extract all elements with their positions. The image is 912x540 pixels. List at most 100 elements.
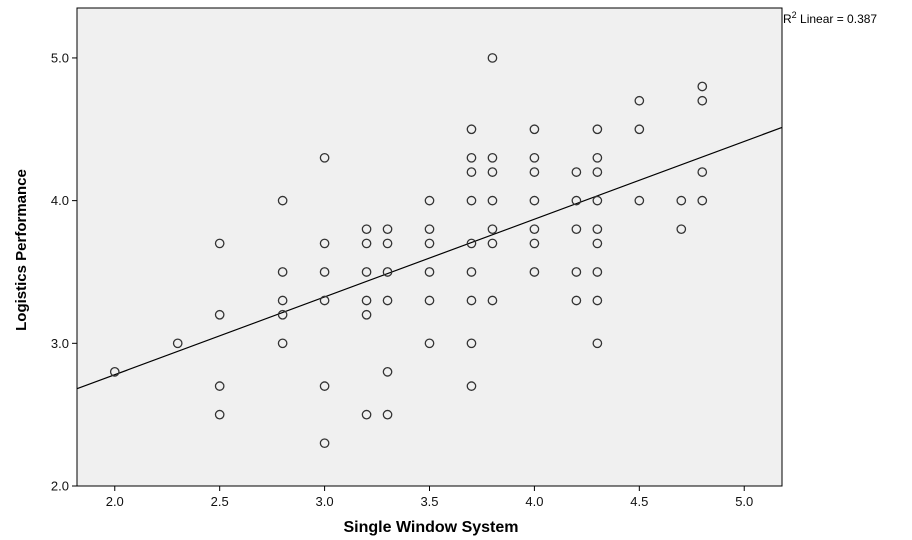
data-point xyxy=(487,152,498,163)
data-point xyxy=(361,267,372,277)
y-axis: 2.0 3.0 4.0 5.0 xyxy=(51,50,77,494)
data-point xyxy=(592,195,603,206)
data-point xyxy=(697,81,708,92)
data-point xyxy=(382,295,393,306)
data-point xyxy=(172,338,183,349)
data-point xyxy=(697,95,708,106)
data-point xyxy=(592,267,603,277)
data-point xyxy=(424,295,435,306)
data-point xyxy=(466,267,477,277)
data-point xyxy=(214,381,225,391)
x-tick-label: 2.5 xyxy=(211,494,229,509)
data-point xyxy=(214,309,225,320)
data-point xyxy=(361,409,372,420)
data-point xyxy=(319,267,330,277)
data-point xyxy=(487,295,498,306)
data-point xyxy=(592,167,603,177)
y-tick-label: 3.0 xyxy=(51,336,69,351)
x-axis: 2.0 2.5 3.0 3.5 4.0 4.5 5.0 xyxy=(106,486,753,509)
data-point xyxy=(466,381,477,391)
y-axis-title: Logistics Performance xyxy=(13,169,30,331)
data-point xyxy=(277,295,288,306)
data-point xyxy=(382,238,393,249)
data-point xyxy=(319,381,330,391)
x-tick-label: 4.0 xyxy=(525,494,543,509)
data-point xyxy=(592,224,603,235)
x-axis-title: Single Window System xyxy=(344,519,519,536)
data-point xyxy=(424,195,435,206)
data-point xyxy=(634,95,645,106)
data-point xyxy=(109,367,120,377)
data-point xyxy=(277,195,288,206)
data-point xyxy=(529,267,540,277)
data-point xyxy=(466,167,477,177)
data-point xyxy=(424,224,435,235)
data-point xyxy=(529,124,540,135)
data-point xyxy=(319,238,330,249)
data-point xyxy=(277,338,288,349)
data-point xyxy=(361,238,372,249)
data-point xyxy=(319,152,330,163)
data-point xyxy=(634,195,645,206)
data-point xyxy=(571,167,582,177)
r2-label: R2 Linear = 0.387 xyxy=(783,10,877,26)
data-point xyxy=(361,224,372,235)
data-point xyxy=(697,167,708,177)
data-point xyxy=(487,195,498,206)
x-tick-label: 4.5 xyxy=(630,494,648,509)
y-tick-label: 4.0 xyxy=(51,193,69,208)
x-tick-label: 3.0 xyxy=(316,494,334,509)
data-point xyxy=(466,295,477,306)
x-tick-label: 2.0 xyxy=(106,494,124,509)
data-point xyxy=(592,124,603,135)
data-point xyxy=(529,167,540,177)
data-point xyxy=(277,267,288,277)
data-point xyxy=(382,367,393,377)
data-point xyxy=(487,224,498,235)
x-tick-label: 5.0 xyxy=(735,494,753,509)
data-point xyxy=(277,309,288,320)
data-point xyxy=(424,238,435,249)
data-point xyxy=(634,124,645,135)
data-point xyxy=(466,195,477,206)
data-point xyxy=(592,238,603,249)
data-point xyxy=(466,338,477,349)
data-point xyxy=(424,267,435,277)
data-point xyxy=(214,238,225,249)
data-point xyxy=(592,338,603,349)
data-point xyxy=(382,409,393,420)
data-point xyxy=(319,438,330,449)
y-tick-label: 2.0 xyxy=(51,479,69,494)
data-point xyxy=(319,295,330,306)
fit-line xyxy=(76,126,783,390)
data-point xyxy=(361,309,372,320)
data-point xyxy=(487,238,498,249)
data-point xyxy=(487,53,498,63)
data-point xyxy=(361,295,372,306)
data-point xyxy=(697,195,708,206)
data-point xyxy=(466,152,477,163)
data-point xyxy=(529,195,540,206)
data-point xyxy=(592,152,603,163)
x-tick-label: 3.5 xyxy=(420,494,438,509)
data-point xyxy=(529,152,540,163)
data-point xyxy=(214,409,225,420)
y-tick-label: 5.0 xyxy=(51,50,69,65)
data-point xyxy=(571,224,582,235)
data-point xyxy=(676,224,687,235)
data-point xyxy=(382,224,393,235)
data-point xyxy=(676,195,687,206)
data-point xyxy=(487,167,498,177)
data-point xyxy=(466,238,477,249)
data-point xyxy=(571,267,582,277)
data-point xyxy=(382,267,393,277)
data-points xyxy=(109,53,708,449)
data-point xyxy=(592,295,603,306)
data-point xyxy=(529,224,540,235)
data-point xyxy=(529,238,540,249)
data-point xyxy=(466,124,477,135)
data-point xyxy=(571,295,582,306)
data-point xyxy=(424,338,435,349)
data-point xyxy=(571,195,582,206)
